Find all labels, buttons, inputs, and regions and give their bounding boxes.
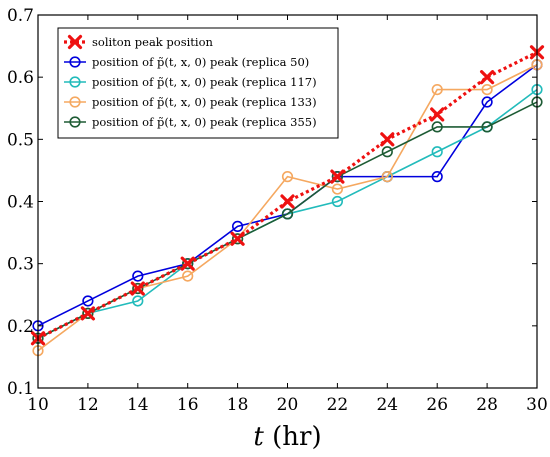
- legend-entry: position of p̃(t, x, 0) peak (replica 13…: [64, 95, 317, 109]
- legend-entry: position of p̃(t, x, 0) peak (replica 11…: [64, 75, 317, 89]
- x-tick-label: 10: [27, 395, 49, 415]
- legend-swatch-marker: [69, 96, 81, 108]
- data-point: [430, 107, 445, 122]
- legend-swatch-marker: [69, 116, 81, 128]
- x-tick-label: 16: [177, 395, 199, 415]
- data-point: [180, 256, 195, 271]
- data-point: [431, 171, 443, 183]
- legend-label: position of p̃(t, x, 0) peak (replica 50…: [92, 55, 309, 69]
- legend-swatch-marker: [67, 34, 83, 50]
- data-point: [130, 281, 145, 296]
- legend-label: soliton peak position: [92, 35, 214, 49]
- data-point: [330, 169, 345, 184]
- legend-label: position of p̃(t, x, 0) peak (replica 13…: [92, 95, 317, 109]
- data-point: [281, 208, 294, 220]
- data-point: [381, 146, 393, 158]
- x-axis-label: t (hr): [253, 422, 321, 452]
- x-axis-label-symbol: t: [253, 422, 264, 452]
- legend-swatch-marker: [69, 76, 81, 88]
- y-tick-label: 0.7: [7, 6, 34, 26]
- x-tick-label: 24: [376, 395, 398, 415]
- data-point: [481, 83, 493, 96]
- x-tick-label: 20: [277, 395, 299, 415]
- data-point: [280, 194, 295, 209]
- y-tick-label: 0.5: [7, 130, 34, 150]
- data-point: [381, 171, 393, 183]
- data-point: [80, 306, 96, 321]
- legend-label: position of p̃(t, x, 0) peak (replica 35…: [92, 115, 317, 129]
- x-tick-label: 30: [526, 395, 548, 415]
- data-point: [232, 233, 244, 245]
- y-tick-label: 0.2: [7, 317, 34, 337]
- legend-entry: position of p̃(t, x, 0) peak (replica 50…: [64, 55, 309, 69]
- data-point: [331, 183, 344, 195]
- ticks-layer: 10 12 14 16 18 20 22 24 26 28 30 0.1 0.2 0.3 0.4 0.5 0.6…: [7, 6, 548, 415]
- data-point: [331, 195, 344, 208]
- x-tick-label: 18: [227, 395, 249, 415]
- legend-entry: soliton peak position: [64, 34, 214, 50]
- x-tick-label: 12: [77, 395, 99, 415]
- x-axis-label-unit: (hr): [264, 422, 322, 452]
- data-point: [182, 270, 194, 282]
- legend-label: position of p̃(t, x, 0) peak (replica 11…: [92, 75, 317, 89]
- data-point: [82, 295, 94, 307]
- legend: soliton peak position position of p̃(t, x…: [57, 27, 339, 139]
- data-point: [132, 295, 144, 307]
- data-point: [132, 270, 144, 282]
- data-point: [82, 307, 94, 320]
- y-tick-label: 0.3: [7, 255, 34, 275]
- data-point: [481, 121, 493, 133]
- y-tick-label: 0.1: [7, 379, 34, 399]
- x-tick-label: 26: [426, 395, 448, 415]
- data-point: [132, 282, 144, 295]
- data-point: [281, 171, 294, 183]
- data-point: [182, 258, 194, 270]
- x-tick-label: 14: [127, 395, 149, 415]
- legend-box: [57, 27, 339, 139]
- data-point: [331, 171, 344, 183]
- data-point: [480, 70, 495, 85]
- data-point: [431, 146, 443, 158]
- series-line: [37, 50, 538, 340]
- data-point: [431, 121, 443, 133]
- data-point: [380, 132, 395, 147]
- data-point: [431, 83, 443, 96]
- x-tick-label: 28: [476, 395, 498, 415]
- legend-swatch-marker: [69, 56, 81, 68]
- y-tick-label: 0.6: [7, 68, 34, 88]
- data-point: [232, 220, 244, 232]
- x-tick-label: 22: [327, 395, 349, 415]
- data-point: [481, 96, 493, 108]
- data-point: [230, 231, 245, 246]
- legend-entry: position of p̃(t, x, 0) peak (replica 35…: [64, 115, 317, 129]
- y-tick-label: 0.4: [7, 193, 34, 213]
